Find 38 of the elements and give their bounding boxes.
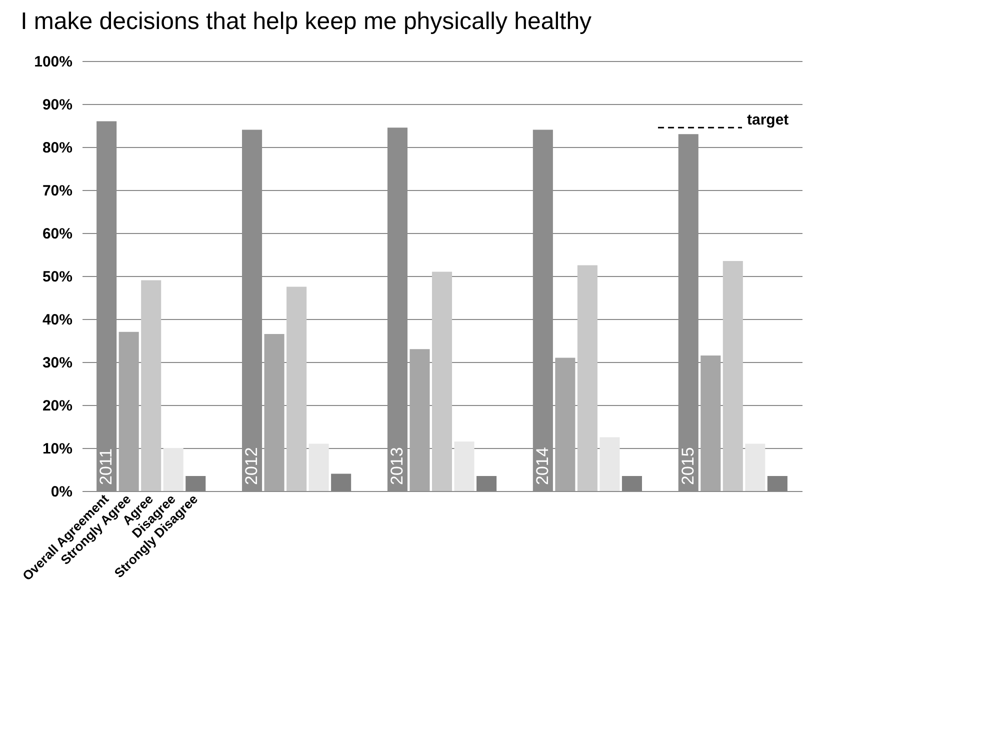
bar: [286, 286, 307, 491]
bar: [264, 334, 284, 491]
bar: [622, 476, 642, 491]
bar: [555, 358, 576, 491]
annotation: 2011: [96, 448, 116, 485]
y-tick-label: 60%: [42, 226, 72, 242]
bar: [700, 356, 721, 491]
annotation: 2015: [678, 447, 698, 485]
y-tick-label: 10%: [42, 440, 72, 458]
bar: [186, 476, 206, 491]
bar: [141, 280, 162, 491]
y-tick-label: 80%: [42, 140, 72, 156]
y-tick-label: 70%: [42, 182, 72, 200]
bar: [577, 265, 598, 491]
bar: [600, 437, 620, 491]
bar: [118, 332, 139, 491]
bar: [163, 448, 184, 491]
annotation: 2014: [532, 447, 552, 485]
bar: [432, 272, 452, 491]
y-tick-label: 90%: [42, 96, 72, 114]
bar: [476, 476, 497, 491]
bar: [410, 349, 430, 491]
bar: [722, 260, 743, 491]
bar: [308, 444, 329, 491]
bar: [745, 444, 766, 491]
annotation: 2013: [387, 447, 406, 485]
bar: [454, 442, 474, 491]
y-tick-label: 50%: [42, 268, 72, 286]
y-tick-label: 40%: [42, 312, 72, 328]
y-tick-label: 30%: [42, 354, 72, 372]
ref-line-label: target: [747, 112, 789, 129]
bar: [767, 476, 788, 491]
y-tick-label: 20%: [42, 398, 72, 414]
chart-title: I make decisions that help keep me physically healthy: [20, 8, 592, 35]
annotation: 2012: [242, 447, 262, 485]
bar: [331, 474, 352, 491]
y-tick-label: 0%: [50, 484, 72, 500]
y-tick-label: 100%: [34, 54, 72, 70]
